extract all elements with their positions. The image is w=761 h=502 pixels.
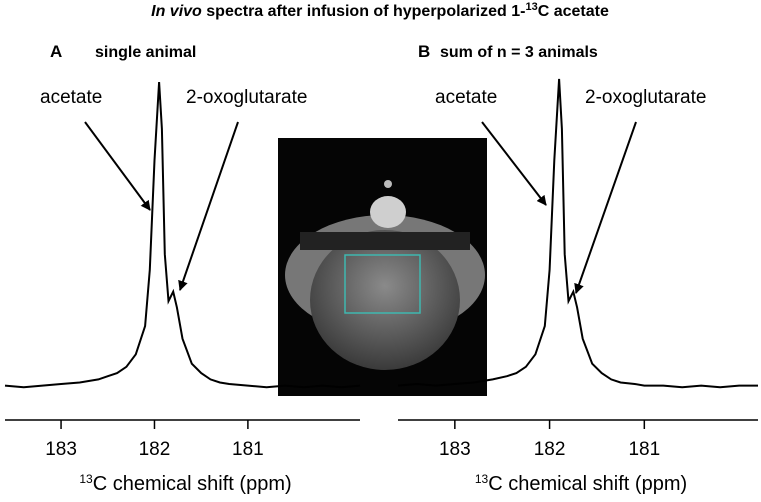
annotation: acetate — [435, 87, 497, 108]
annotation-arrow — [84, 121, 151, 211]
figure-title: In vivo spectra after infusion of hyperp… — [151, 1, 609, 20]
annotation-arrow — [574, 121, 637, 294]
x-tick-label: 182 — [534, 439, 566, 460]
annotation: 2-oxoglutarate — [186, 87, 307, 108]
panel-label: A — [50, 42, 62, 61]
x-axis-label-text: C chemical shift (ppm) — [488, 473, 687, 495]
x-axis-label-sup: 13 — [79, 472, 93, 486]
x-tick-label: 183 — [439, 439, 471, 460]
x-axis-label-sup: 13 — [475, 472, 489, 486]
x-axis-label-text: C chemical shift (ppm) — [93, 473, 292, 495]
spectrum-line — [4, 81, 361, 389]
panel-subtitle: sum of n = 3 animals — [440, 44, 598, 61]
panel-label: B — [418, 42, 430, 61]
x-tick-label: 181 — [232, 439, 264, 460]
annotation-arrow — [178, 121, 239, 291]
spectrum-line — [397, 78, 758, 389]
x-tick-label: 183 — [45, 439, 77, 460]
x-axis-label: 13C chemical shift (ppm) — [79, 472, 291, 495]
panel-subtitle: single animal — [95, 44, 196, 61]
annotation-arrow — [481, 121, 547, 206]
annotation: 2-oxoglutarate — [585, 87, 706, 108]
annotation: acetate — [40, 87, 102, 108]
x-tick-label: 182 — [139, 439, 171, 460]
mri-image — [278, 138, 487, 396]
x-tick-label: 181 — [628, 439, 660, 460]
x-axis-label: 13C chemical shift (ppm) — [475, 472, 687, 495]
